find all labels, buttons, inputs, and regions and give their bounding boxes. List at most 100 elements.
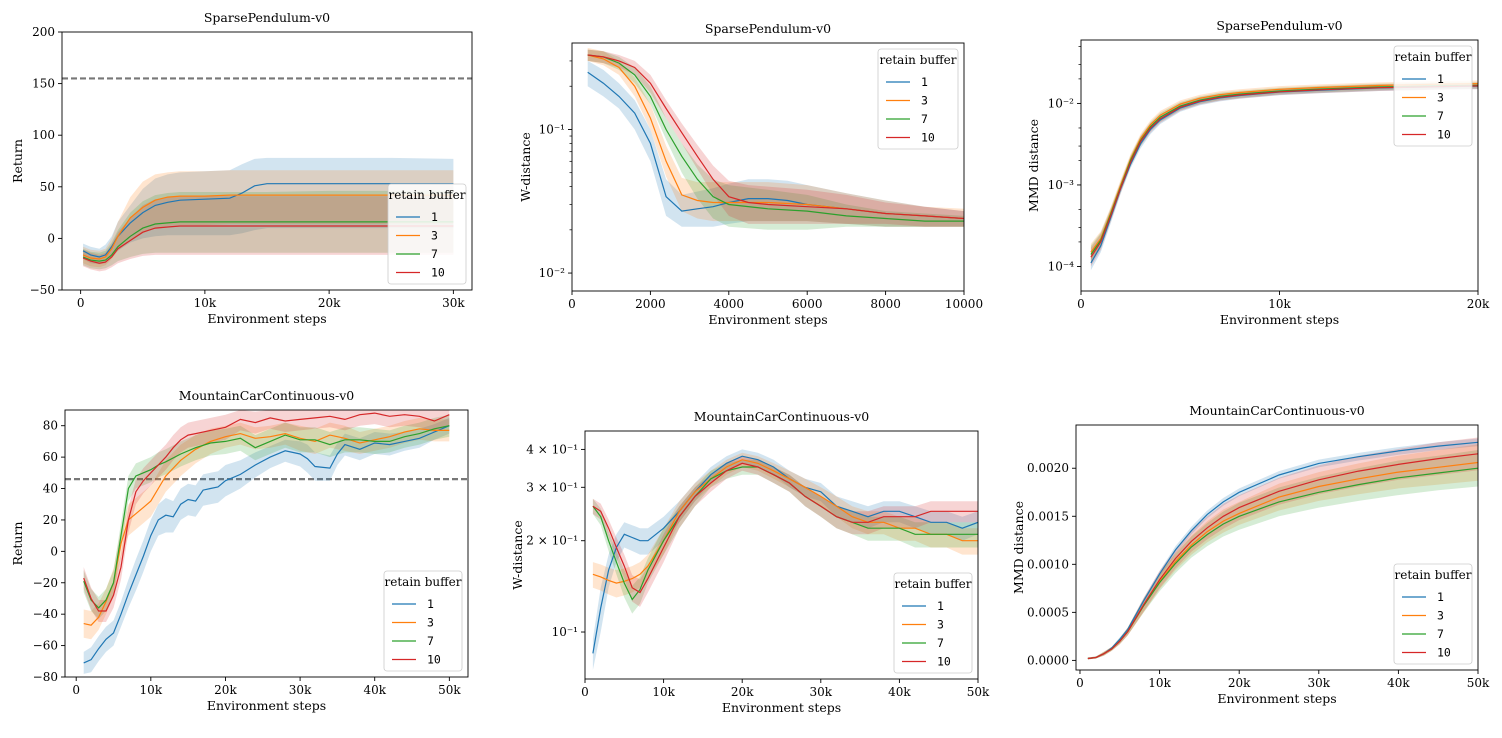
series-line-10 xyxy=(82,225,454,264)
chart-title: MountainCarContinuous-v0 xyxy=(694,409,869,424)
series-line-1 xyxy=(82,183,454,258)
legend-label-3: 3 xyxy=(427,616,434,630)
legend-label-7: 7 xyxy=(937,636,944,650)
x-tick-label: 0 xyxy=(581,685,589,699)
y-tick-label: 150 xyxy=(32,77,55,91)
confidence-band-10 xyxy=(83,196,454,272)
legend-label-10: 10 xyxy=(1437,646,1451,660)
y-tick-label: −80 xyxy=(33,670,58,684)
x-axis-label: Environment steps xyxy=(1217,691,1336,706)
x-tick-label: 10k xyxy=(652,685,675,699)
y-tick-label: 20 xyxy=(43,513,58,527)
y-tick-label: 2 × 10⁻¹ xyxy=(526,534,578,548)
x-tick-label: 10k xyxy=(140,683,163,697)
y-tick-label: 60 xyxy=(43,450,58,464)
legend-title: retain buffer xyxy=(895,577,972,591)
x-tick-label: 10k xyxy=(194,296,217,310)
x-tick-label: 0 xyxy=(568,297,576,311)
legend: retain buffer 1 3 7 10 xyxy=(893,572,973,674)
series-line-10 xyxy=(1090,85,1478,258)
plot-area xyxy=(1087,437,1478,660)
x-tick-label: 10k xyxy=(1268,297,1291,311)
chart-panel-mc-mmd: MountainCarContinuous-v0 0 10k 20k 30k 40k 50k… xyxy=(1011,403,1490,706)
legend-label-3: 3 xyxy=(921,94,928,108)
legend-label-1: 1 xyxy=(431,210,438,224)
legend-label-1: 1 xyxy=(1437,72,1444,86)
confidence-band-1 xyxy=(83,157,454,265)
y-tick-label: 40 xyxy=(43,482,58,496)
legend: retain buffer 1 3 7 10 xyxy=(1393,45,1473,147)
legend-label-1: 1 xyxy=(427,597,434,611)
y-axis-label: MMD distance xyxy=(1011,501,1026,594)
x-tick-label: 10k xyxy=(1148,676,1171,690)
series-line-3 xyxy=(1090,83,1478,253)
legend-title: retain buffer xyxy=(389,188,466,202)
series-line-1 xyxy=(592,455,978,654)
confidence-band-7 xyxy=(83,190,454,270)
x-tick-label: 20k xyxy=(1467,297,1490,311)
x-tick-label: 20k xyxy=(731,685,754,699)
x-tick-label: 20k xyxy=(318,296,341,310)
series-line-1 xyxy=(83,425,450,664)
x-tick-label: 50k xyxy=(967,685,990,699)
x-tick-label: 20k xyxy=(1228,676,1251,690)
y-tick-label: 100 xyxy=(32,128,55,142)
y-tick-label: 0.0015 xyxy=(1027,509,1069,523)
legend-label-10: 10 xyxy=(427,653,441,667)
chart-panel-mc-wdist: MountainCarContinuous-v0 0 10k 20k 30k 40k 50k… xyxy=(510,409,990,715)
confidence-band-3 xyxy=(83,417,450,640)
y-axis-label: Return xyxy=(10,522,25,566)
legend-label-7: 7 xyxy=(1437,109,1444,123)
confidence-band-1 xyxy=(83,417,450,674)
x-axis-label: Environment steps xyxy=(722,700,841,715)
y-tick-label: 50 xyxy=(40,180,55,194)
x-tick-label: 30k xyxy=(289,683,312,697)
y-tick-label: 0.0010 xyxy=(1027,557,1069,571)
x-tick-label: 0 xyxy=(72,683,80,697)
series-line-3 xyxy=(83,428,450,626)
legend-box xyxy=(893,572,973,674)
y-tick-label: −40 xyxy=(33,607,58,621)
axes-frame xyxy=(571,42,965,292)
legend-label-7: 7 xyxy=(427,634,434,648)
x-tick-label: 40k xyxy=(363,683,386,697)
series-line-7 xyxy=(82,221,454,262)
legend-label-3: 3 xyxy=(1437,609,1444,623)
x-axis-label: Environment steps xyxy=(1220,312,1339,327)
series-line-10 xyxy=(592,462,978,594)
legend-title: retain buffer xyxy=(385,575,462,589)
plot-area xyxy=(587,47,964,230)
x-tick-label: 50k xyxy=(438,683,461,697)
x-tick-label: 0 xyxy=(77,296,85,310)
x-tick-label: 6000 xyxy=(792,297,823,311)
x-axis-label: Environment steps xyxy=(207,698,326,713)
y-tick-label: 0.0005 xyxy=(1027,605,1069,619)
legend-box xyxy=(877,48,959,150)
plot-area xyxy=(65,410,468,674)
axes-frame xyxy=(1075,424,1479,671)
confidence-band-10 xyxy=(1087,437,1478,660)
series-line-3 xyxy=(82,194,454,260)
confidence-band-3 xyxy=(592,452,978,598)
x-tick-label: 50k xyxy=(1467,676,1490,690)
legend-label-7: 7 xyxy=(431,247,438,261)
y-tick-label: 10⁻⁴ xyxy=(1048,259,1075,273)
chart-panel-sp-wdist: SparsePendulum-v0 0 2000 4000 6000 8000 10000 1… xyxy=(518,21,983,327)
chart-panel-mc-return: MountainCarContinuous-v0 0 10k 20k 30k 40k 50k… xyxy=(10,388,469,713)
series-line-7 xyxy=(587,54,964,222)
legend-box xyxy=(387,183,467,285)
plot-area xyxy=(592,449,978,670)
x-tick-label: 30k xyxy=(1308,676,1331,690)
axes-frame xyxy=(61,31,473,291)
legend-title: retain buffer xyxy=(880,53,957,67)
y-tick-label: 0 xyxy=(50,544,58,558)
confidence-band-1 xyxy=(587,60,964,227)
y-tick-label: 0.0000 xyxy=(1027,653,1069,667)
x-tick-label: 40k xyxy=(1387,676,1410,690)
chart-title: MountainCarContinuous-v0 xyxy=(1189,403,1364,418)
y-axis-label: MMD distance xyxy=(1026,119,1041,212)
legend-box xyxy=(1393,45,1473,147)
y-tick-label: 10⁻¹ xyxy=(539,122,565,136)
plot-area xyxy=(62,77,472,272)
